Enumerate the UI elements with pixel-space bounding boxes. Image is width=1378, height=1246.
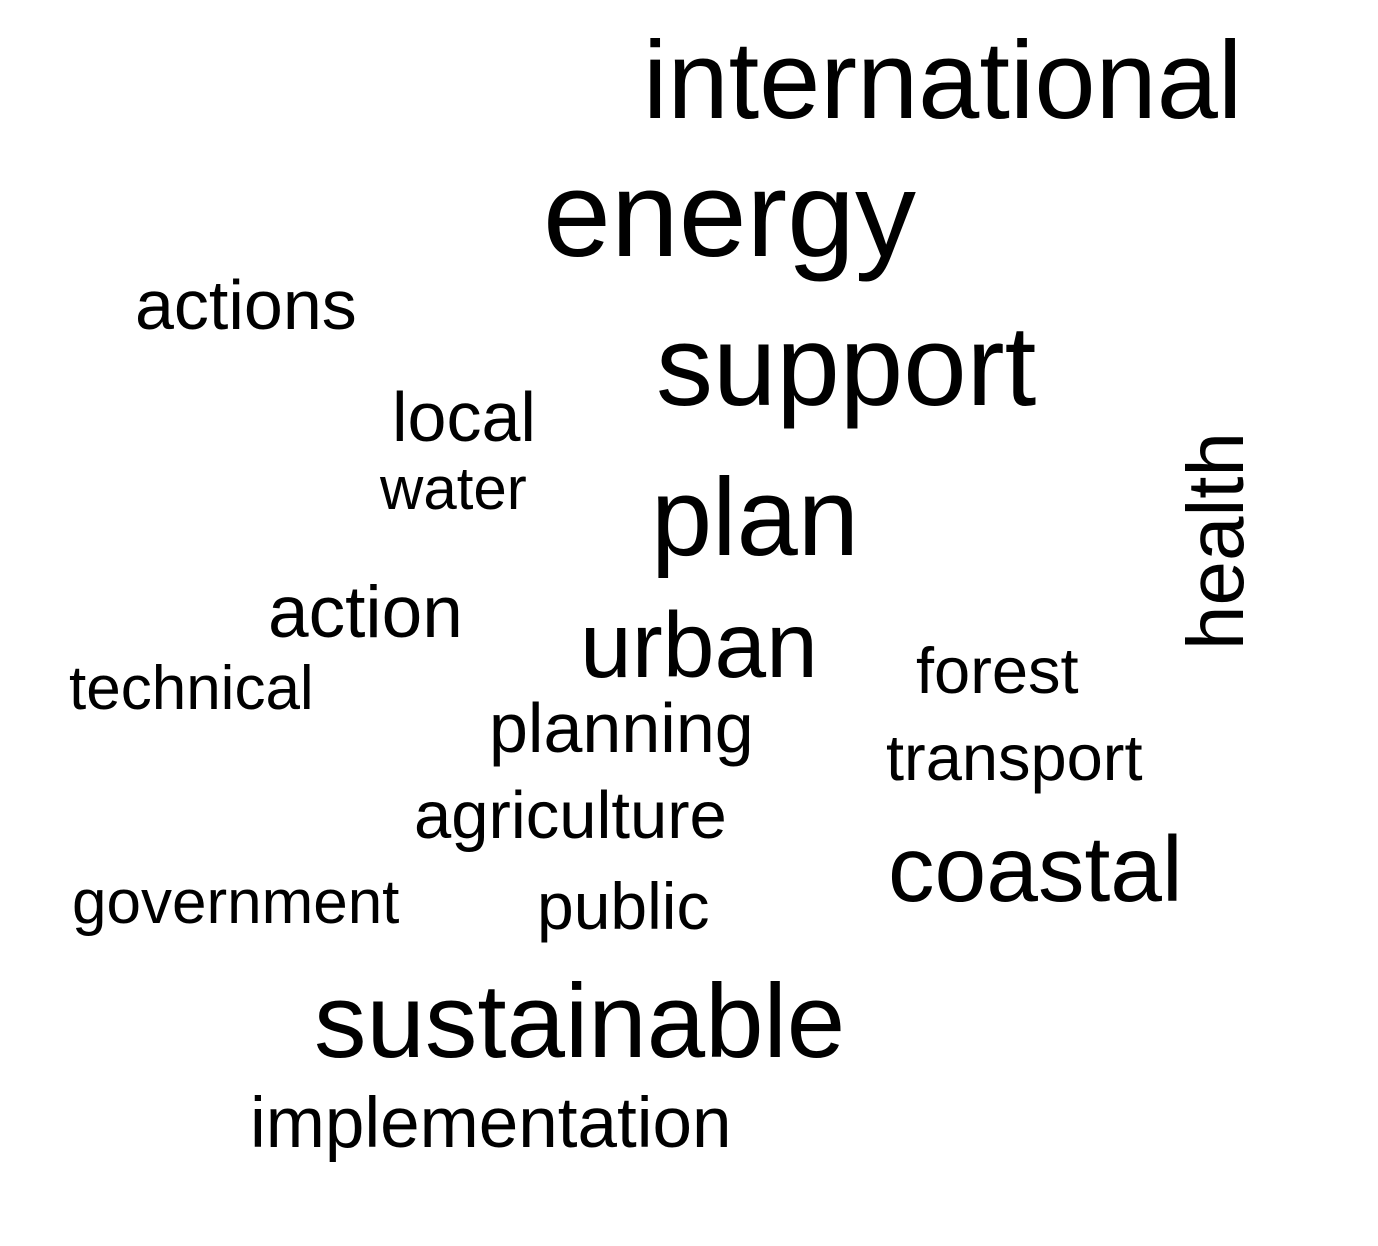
word-support: support — [656, 303, 1037, 430]
word-water: water — [380, 455, 527, 522]
word-technical: technical — [69, 654, 314, 723]
word-planning: planning — [489, 689, 754, 767]
word-agriculture: agriculture — [414, 778, 727, 853]
word-health: health — [1171, 432, 1260, 650]
word-forest: forest — [916, 634, 1079, 707]
word-local: local — [392, 378, 536, 456]
word-urban: urban — [580, 593, 818, 697]
word-coastal: coastal — [888, 817, 1183, 921]
word-plan: plan — [651, 456, 859, 579]
word-government: government — [72, 868, 400, 937]
word-transport: transport — [886, 721, 1143, 794]
word-implementation: implementation — [250, 1084, 732, 1163]
word-sustainable: sustainable — [314, 963, 846, 1080]
word-public: public — [537, 869, 710, 943]
word-international: international — [643, 19, 1243, 142]
word-action: action — [268, 572, 463, 653]
word-actions: actions — [135, 266, 357, 344]
word-energy: energy — [543, 146, 917, 282]
